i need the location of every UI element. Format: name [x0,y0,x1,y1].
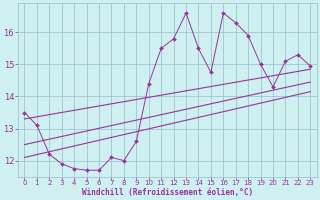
X-axis label: Windchill (Refroidissement éolien,°C): Windchill (Refroidissement éolien,°C) [82,188,253,197]
